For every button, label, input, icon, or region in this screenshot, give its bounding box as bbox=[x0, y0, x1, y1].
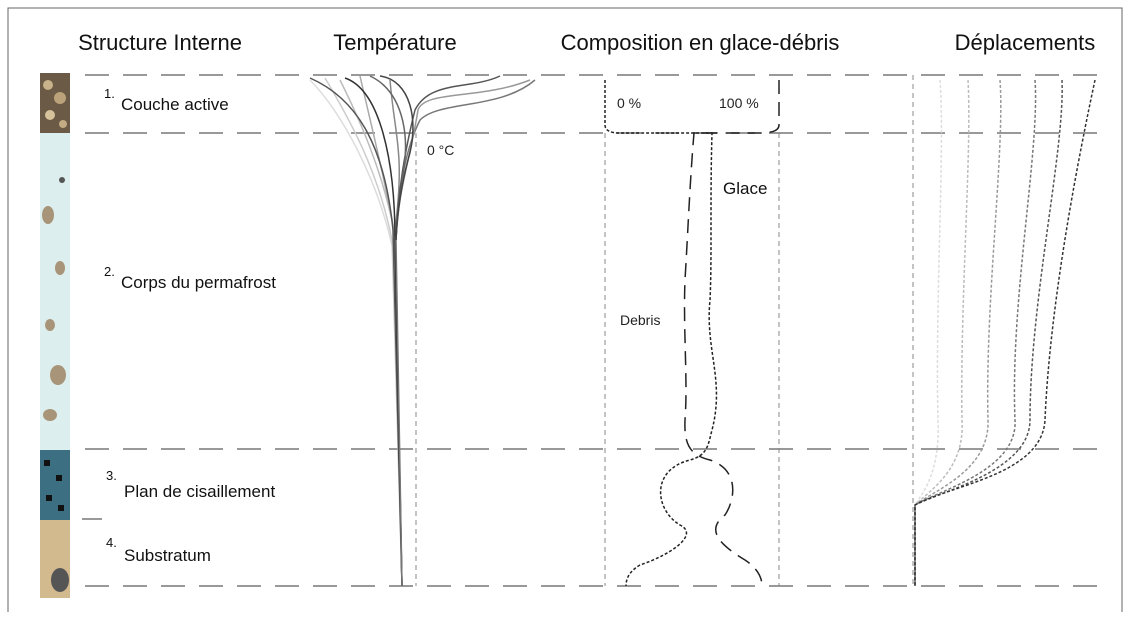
layer-separators bbox=[82, 74, 1110, 587]
composition-label: 100 % bbox=[719, 95, 759, 111]
layer-number: 3. bbox=[106, 468, 117, 483]
debris-curve bbox=[683, 80, 780, 587]
layer-label: Couche active bbox=[121, 95, 229, 114]
displacement-curves bbox=[914, 79, 1096, 586]
layer-label: Plan de cisaillement bbox=[124, 482, 275, 501]
frame bbox=[7, 7, 1123, 612]
structure-column bbox=[40, 73, 70, 598]
header: Température bbox=[333, 30, 457, 55]
layer-number: 2. bbox=[104, 264, 115, 279]
ice-label: Glace bbox=[723, 179, 767, 198]
temperature-curves bbox=[309, 75, 536, 587]
layer-label: Corps du permafrost bbox=[121, 273, 276, 292]
header: Composition en glace-débris bbox=[561, 30, 840, 55]
layer-number: 1. bbox=[104, 86, 115, 101]
layer-label: Substratum bbox=[124, 546, 211, 565]
composition-label: 0 % bbox=[617, 95, 641, 111]
layer-number: 4. bbox=[106, 535, 117, 550]
header: Déplacements bbox=[955, 30, 1096, 55]
ice-curve bbox=[604, 80, 718, 587]
temperature-label: 0 °C bbox=[427, 142, 454, 158]
header: Structure Interne bbox=[78, 30, 242, 55]
debris-label: Debris bbox=[620, 312, 660, 328]
